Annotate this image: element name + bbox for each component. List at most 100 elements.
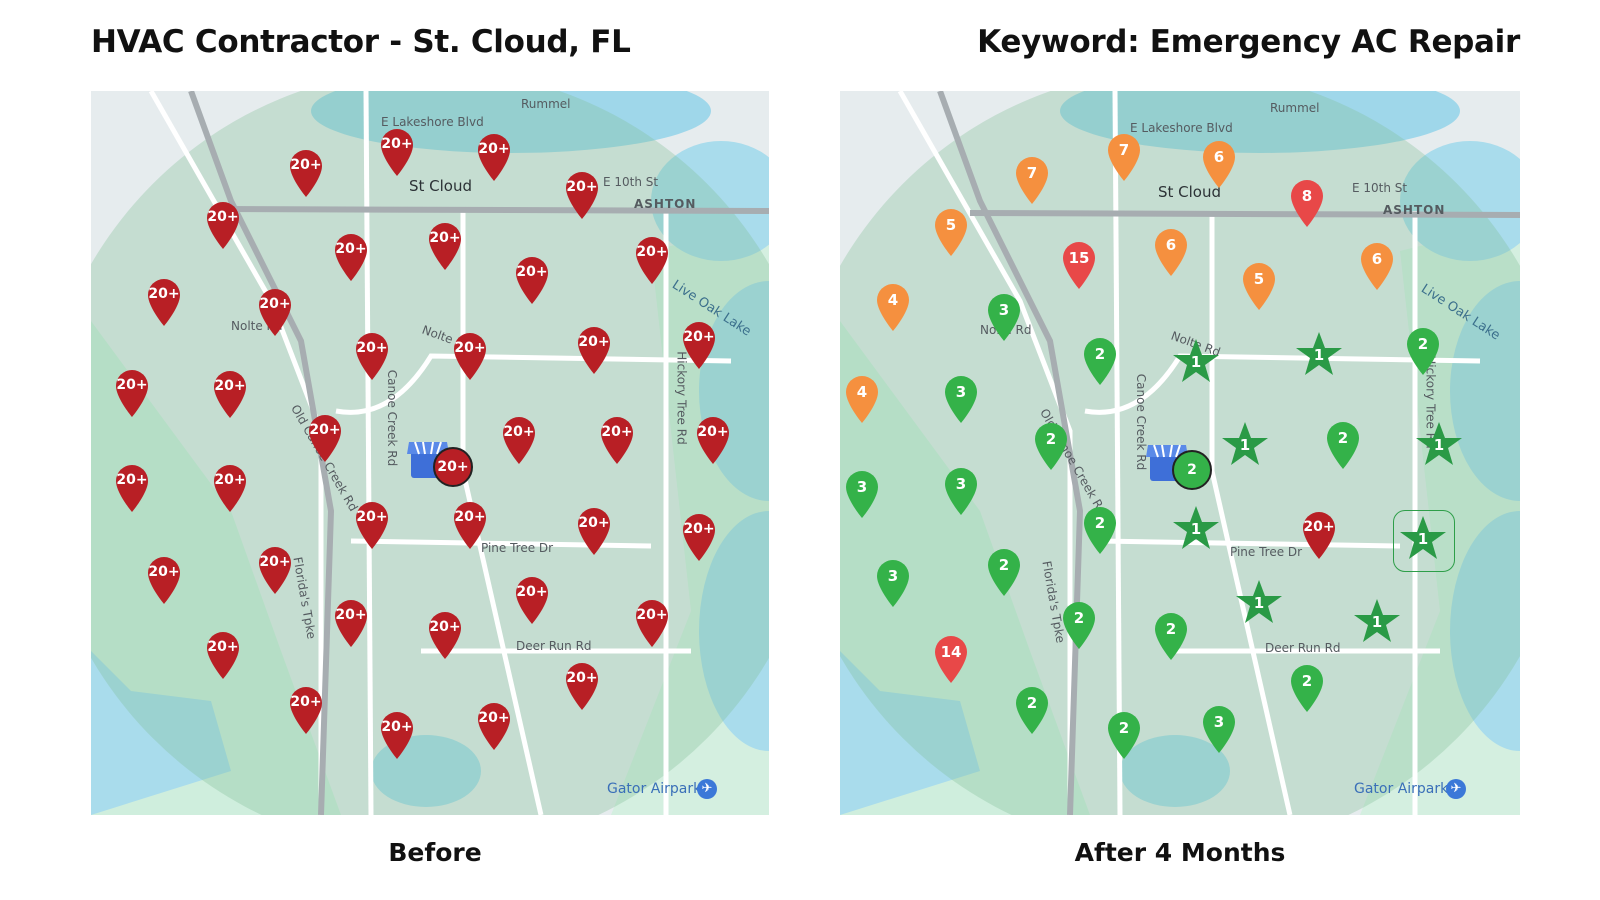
rank-pin-marker[interactable]: 20+ bbox=[680, 512, 718, 562]
rank-star-marker[interactable]: 1 bbox=[1353, 597, 1401, 645]
rank-pin-marker[interactable]: 4 bbox=[874, 282, 912, 332]
rank-pin-marker[interactable]: 20+ bbox=[513, 255, 551, 305]
rank-pin-marker[interactable]: 3 bbox=[843, 469, 881, 519]
rank-pin-marker[interactable]: 7 bbox=[1105, 132, 1143, 182]
rank-pin-marker[interactable]: 15 bbox=[1060, 240, 1098, 290]
rank-pin-marker[interactable]: 20+ bbox=[378, 710, 416, 760]
city-label: St Cloud bbox=[409, 177, 473, 195]
rank-pin-marker[interactable]: 20+ bbox=[306, 413, 344, 463]
rank-label: 20+ bbox=[290, 694, 322, 710]
rank-pin-marker[interactable]: 20+ bbox=[353, 500, 391, 550]
rank-pin-marker[interactable]: 20+ bbox=[332, 232, 370, 282]
rank-label: 20+ bbox=[454, 509, 486, 525]
rank-label: 6 bbox=[1371, 250, 1383, 268]
rank-label: 3 bbox=[955, 383, 967, 401]
rank-pin-marker[interactable]: 8 bbox=[1288, 178, 1326, 228]
rank-label: 3 bbox=[856, 478, 868, 496]
rank-pin-marker[interactable]: 20+ bbox=[426, 610, 464, 660]
rank-pin-marker[interactable]: 2 bbox=[1081, 336, 1119, 386]
rank-pin-marker[interactable]: 20+ bbox=[256, 287, 294, 337]
rank-pin-marker[interactable]: 20+ bbox=[1300, 510, 1338, 560]
rank-pin-marker[interactable]: 6 bbox=[1358, 241, 1396, 291]
rank-star-marker[interactable]: 1 bbox=[1172, 504, 1220, 552]
rank-pin-marker[interactable]: 2 bbox=[1105, 710, 1143, 760]
rank-star-marker[interactable]: 1 bbox=[1235, 578, 1283, 626]
map-before[interactable]: E Lakeshore Blvd Rummel St Cloud E 10th … bbox=[91, 91, 769, 815]
rank-pin-marker[interactable]: 7 bbox=[1013, 155, 1051, 205]
rank-label: 3 bbox=[887, 567, 899, 585]
rank-pin-marker[interactable]: 20+ bbox=[680, 320, 718, 370]
rank-pin-marker[interactable]: 20+ bbox=[256, 545, 294, 595]
rank-pin-marker[interactable]: 20+ bbox=[287, 685, 325, 735]
rank-pin-marker[interactable]: 20+ bbox=[563, 170, 601, 220]
rank-pin-marker[interactable]: 4 bbox=[843, 374, 881, 424]
business-marker[interactable]: 2 bbox=[1146, 441, 1212, 490]
rank-pin-marker[interactable]: 20+ bbox=[332, 598, 370, 648]
rank-label: 8 bbox=[1301, 187, 1313, 205]
rank-pin-marker[interactable]: 20+ bbox=[633, 598, 671, 648]
rank-pin-marker[interactable]: 2 bbox=[1152, 611, 1190, 661]
rank-pin-marker[interactable]: 20+ bbox=[563, 661, 601, 711]
rank-pin-marker[interactable]: 20+ bbox=[598, 415, 636, 465]
rank-pin-marker[interactable]: 20+ bbox=[475, 701, 513, 751]
rank-label: 20+ bbox=[683, 521, 715, 537]
rank-pin-marker[interactable]: 20+ bbox=[211, 463, 249, 513]
rank-pin-marker[interactable]: 20+ bbox=[145, 277, 183, 327]
rank-pin-marker[interactable]: 2 bbox=[1060, 600, 1098, 650]
rank-pin-marker[interactable]: 20+ bbox=[204, 200, 242, 250]
rank-pin-marker[interactable]: 20+ bbox=[287, 148, 325, 198]
rank-pin-marker[interactable]: 2 bbox=[985, 547, 1023, 597]
rank-label: 20+ bbox=[478, 710, 510, 726]
rank-pin-marker[interactable]: 20+ bbox=[451, 331, 489, 381]
rank-pin-marker[interactable]: 2 bbox=[1404, 326, 1442, 376]
rank-pin-marker[interactable]: 6 bbox=[1152, 227, 1190, 277]
rank-label: 2 bbox=[1301, 672, 1313, 690]
rank-label: 2 bbox=[1417, 335, 1429, 353]
rank-pin-marker[interactable]: 20+ bbox=[513, 575, 551, 625]
rank-pin-marker[interactable]: 14 bbox=[932, 634, 970, 684]
map-after[interactable]: E Lakeshore Blvd Rummel St Cloud E 10th … bbox=[840, 91, 1520, 815]
rank-label: 2 bbox=[1337, 429, 1349, 447]
rank-pin-marker[interactable]: 2 bbox=[1081, 505, 1119, 555]
rank-pin-marker[interactable]: 2 bbox=[1288, 663, 1326, 713]
rank-pin-marker[interactable]: 5 bbox=[1240, 261, 1278, 311]
rank-pin-marker[interactable]: 3 bbox=[942, 374, 980, 424]
rank-pin-marker[interactable]: 20+ bbox=[426, 221, 464, 271]
rank-pin-marker[interactable]: 20+ bbox=[113, 463, 151, 513]
rank-pin-marker[interactable]: 2 bbox=[1032, 421, 1070, 471]
rank-pin-marker[interactable]: 20+ bbox=[113, 368, 151, 418]
business-marker[interactable]: 20+ bbox=[407, 438, 473, 487]
rank-pin-marker[interactable]: 20+ bbox=[211, 369, 249, 419]
rank-label: 4 bbox=[856, 383, 868, 401]
rank-pin-marker[interactable]: 20+ bbox=[378, 127, 416, 177]
rank-label: 20+ bbox=[335, 607, 367, 623]
rank-pin-marker[interactable]: 20+ bbox=[575, 506, 613, 556]
rank-pin-marker[interactable]: 2 bbox=[1013, 685, 1051, 735]
rank-pin-marker[interactable]: 20+ bbox=[575, 325, 613, 375]
rank-pin-marker[interactable]: 20+ bbox=[475, 132, 513, 182]
rank-pin-marker[interactable]: 2 bbox=[1324, 420, 1362, 470]
rank-star-marker[interactable]: 1 bbox=[1221, 420, 1269, 468]
rank-pin-marker[interactable]: 20+ bbox=[633, 235, 671, 285]
rank-pin-marker[interactable]: 20+ bbox=[145, 555, 183, 605]
rank-star-marker[interactable]: 1 bbox=[1172, 337, 1220, 385]
rank-pin-marker[interactable]: 20+ bbox=[694, 415, 732, 465]
rank-pin-marker[interactable]: 20+ bbox=[500, 415, 538, 465]
rank-pin-marker[interactable]: 3 bbox=[874, 558, 912, 608]
rank-star-marker[interactable]: 1 bbox=[1399, 514, 1447, 562]
rank-star-marker[interactable]: 1 bbox=[1295, 330, 1343, 378]
rank-pin-marker[interactable]: 3 bbox=[1200, 704, 1238, 754]
rank-star-marker[interactable]: 1 bbox=[1415, 420, 1463, 468]
rank-label: 20+ bbox=[683, 329, 715, 345]
rank-pin-marker[interactable]: 3 bbox=[985, 292, 1023, 342]
rank-label: 20+ bbox=[381, 719, 413, 735]
rank-pin-marker[interactable]: 5 bbox=[932, 207, 970, 257]
road-label-lakeshore: E Lakeshore Blvd bbox=[1130, 121, 1233, 135]
rank-pin-marker[interactable]: 20+ bbox=[204, 630, 242, 680]
rank-pin-marker[interactable]: 20+ bbox=[353, 331, 391, 381]
rank-label: 1 bbox=[1417, 530, 1429, 548]
rank-pin-marker[interactable]: 3 bbox=[942, 466, 980, 516]
rank-pin-marker[interactable]: 20+ bbox=[451, 500, 489, 550]
business-rank-badge: 2 bbox=[1172, 450, 1212, 490]
rank-pin-marker[interactable]: 6 bbox=[1200, 139, 1238, 189]
